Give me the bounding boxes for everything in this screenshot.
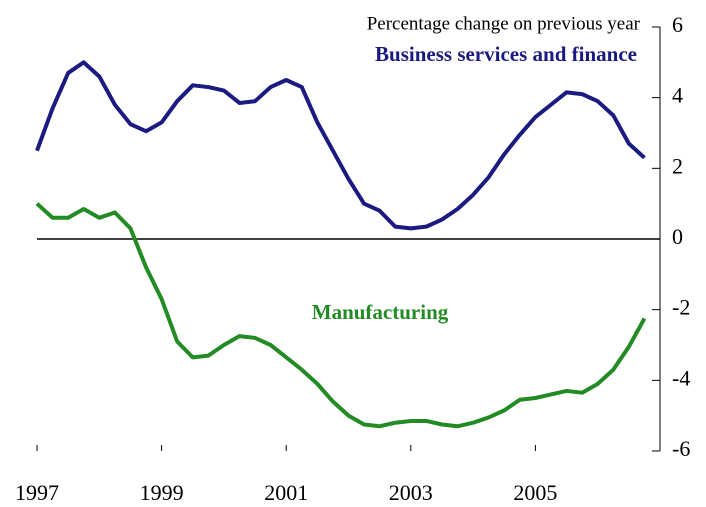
x-tick-label: 2005 xyxy=(513,480,557,505)
series-line xyxy=(35,202,647,429)
y-tick-label: -6 xyxy=(672,436,690,461)
x-tick-label: 1999 xyxy=(140,480,184,505)
series-label: Manufacturing xyxy=(311,300,449,324)
y-tick-label: 6 xyxy=(672,12,683,37)
x-tick-label: 2003 xyxy=(389,480,433,505)
x-tick-label: 1997 xyxy=(15,480,59,505)
y-tick-label: 0 xyxy=(672,224,683,249)
axis-annotation: Percentage change on previous year xyxy=(367,13,641,34)
y-tick-label: 4 xyxy=(672,83,683,108)
x-tick-label: 2001 xyxy=(264,480,308,505)
series-label: Business services and finance xyxy=(375,42,637,66)
series-line xyxy=(35,60,646,231)
y-tick-label: 2 xyxy=(672,153,683,178)
y-tick-label: -2 xyxy=(672,295,690,320)
y-tick-label: -4 xyxy=(672,365,690,390)
